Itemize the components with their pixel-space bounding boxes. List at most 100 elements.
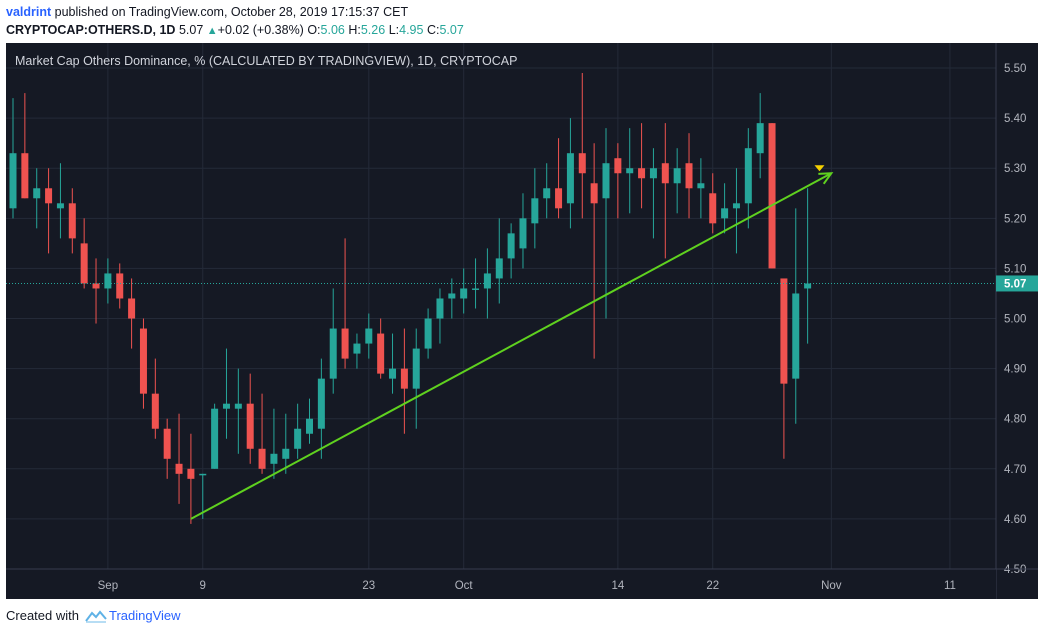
author-link[interactable]: valdrint — [6, 5, 52, 19]
candle-body — [472, 288, 480, 290]
candle-body — [448, 293, 456, 299]
candle-body — [614, 158, 622, 174]
candle-body — [128, 298, 136, 319]
x-tick-label: 9 — [200, 580, 206, 592]
candles — [9, 73, 812, 524]
candle-body — [626, 168, 634, 174]
candle-body — [721, 208, 729, 219]
candle-body — [151, 393, 159, 429]
trendline-arrowhead — [818, 172, 834, 185]
low-label: L: — [388, 23, 400, 37]
chart-frame[interactable]: 5.50 5.40 5.30 5.20 5.10 5.00 4.90 4.80 4.70 4.60… — [6, 43, 1038, 600]
candle-body — [732, 203, 740, 209]
x-tick-label: Oct — [455, 580, 474, 592]
close-value: 5.07 — [439, 23, 464, 37]
candle-body — [543, 188, 551, 199]
axes: 5.50 5.40 5.30 5.20 5.10 5.00 4.90 4.80 4.70 4.60… — [6, 43, 1038, 600]
candle-body — [211, 408, 219, 469]
y-tick-label: 4.80 — [1004, 414, 1026, 426]
symbol-info: CRYPTOCAP:OTHERS.D, 1D 5.07 ▲+0.02 (+0.3… — [6, 21, 464, 40]
published-text: published on TradingView.com, October 28… — [54, 5, 409, 19]
x-tick-label: 14 — [611, 580, 624, 592]
open-label: O: — [307, 23, 321, 37]
x-tick-label: 11 — [944, 580, 956, 592]
candle-body — [744, 148, 752, 204]
candle-body — [365, 328, 373, 344]
candle-body — [590, 183, 598, 204]
close-label: C: — [426, 23, 440, 37]
current-price-tag — [996, 275, 1038, 292]
candle-body — [578, 153, 586, 174]
low-value: 4.95 — [399, 23, 424, 37]
candle-body — [270, 453, 278, 464]
publish-info: valdrint published on TradingView.com, O… — [6, 3, 408, 21]
candle-body — [519, 218, 527, 249]
time-axis-bg — [6, 569, 996, 600]
trendline — [190, 172, 832, 520]
candle-body — [68, 203, 76, 239]
candle-body — [709, 193, 717, 224]
candle-body — [483, 273, 491, 289]
candle-body — [768, 123, 776, 269]
candle-body — [566, 153, 574, 204]
candle-body — [175, 463, 183, 474]
candle-body — [341, 328, 349, 359]
last-price: 5.07 — [178, 23, 204, 37]
candle-body — [460, 288, 468, 299]
price-change: +0.02 (+0.38%) — [217, 23, 304, 37]
candle-body — [222, 403, 230, 409]
candle-body — [246, 403, 254, 449]
candle-body — [282, 448, 290, 459]
open-value: 5.06 — [320, 23, 345, 37]
candle-body — [187, 468, 195, 479]
created-with-text: Created with — [6, 608, 79, 623]
candle-body — [80, 243, 88, 284]
y-tick-label: 5.20 — [1004, 213, 1026, 225]
candle-body — [495, 258, 503, 279]
tradingview-link[interactable]: TradingView — [108, 608, 181, 623]
candle-body — [21, 153, 29, 199]
candle-body — [531, 198, 539, 224]
candle-body — [804, 283, 812, 289]
y-tick-label: 4.60 — [1004, 514, 1026, 526]
arrow-up-icon: ▲ — [206, 25, 218, 37]
candle-body — [33, 188, 41, 199]
symbol-label: CRYPTOCAP:OTHERS.D, 1D — [6, 23, 176, 37]
y-tick-label: 5.00 — [1004, 314, 1026, 326]
candle-body — [329, 328, 337, 379]
candle-body — [756, 123, 764, 154]
y-tick-label: 4.90 — [1004, 364, 1026, 376]
candle-body — [258, 448, 266, 469]
y-tick-label: 4.70 — [1004, 464, 1026, 476]
candle-body — [507, 233, 515, 259]
candle-body — [412, 348, 420, 389]
candle-body — [602, 163, 610, 199]
candle-body — [56, 203, 64, 209]
candle-body — [234, 403, 242, 409]
x-tick-label: 23 — [362, 580, 375, 592]
candle-body — [104, 273, 112, 289]
candle-body — [697, 183, 705, 189]
candle-body — [9, 153, 17, 209]
y-tick-label: 4.50 — [1004, 564, 1026, 576]
current-price-label: 5.07 — [1004, 278, 1026, 290]
x-tick-label: Sep — [98, 580, 118, 592]
footer: Created with TradingView — [6, 608, 181, 623]
candle-body — [389, 368, 397, 379]
chart-title: Market Cap Others Dominance, % (CALCULAT… — [15, 54, 517, 68]
candle-body — [294, 428, 302, 449]
y-tick-label: 5.10 — [1004, 263, 1026, 275]
high-label: H: — [348, 23, 361, 37]
candle-body — [199, 473, 207, 476]
alert-marker-icon — [814, 165, 825, 172]
candle-body — [792, 293, 800, 379]
candle-body — [45, 188, 53, 204]
candle-body — [92, 283, 100, 289]
candle-body — [638, 168, 646, 179]
y-tick-label: 5.30 — [1004, 163, 1026, 175]
x-tick-label: Nov — [821, 580, 842, 592]
y-tick-label: 5.50 — [1004, 63, 1026, 75]
candlestick-chart[interactable]: 5.50 5.40 5.30 5.20 5.10 5.00 4.90 4.80 4.70 4.60… — [6, 43, 1038, 600]
candle-body — [377, 333, 385, 374]
x-tick-label: 22 — [706, 580, 719, 592]
